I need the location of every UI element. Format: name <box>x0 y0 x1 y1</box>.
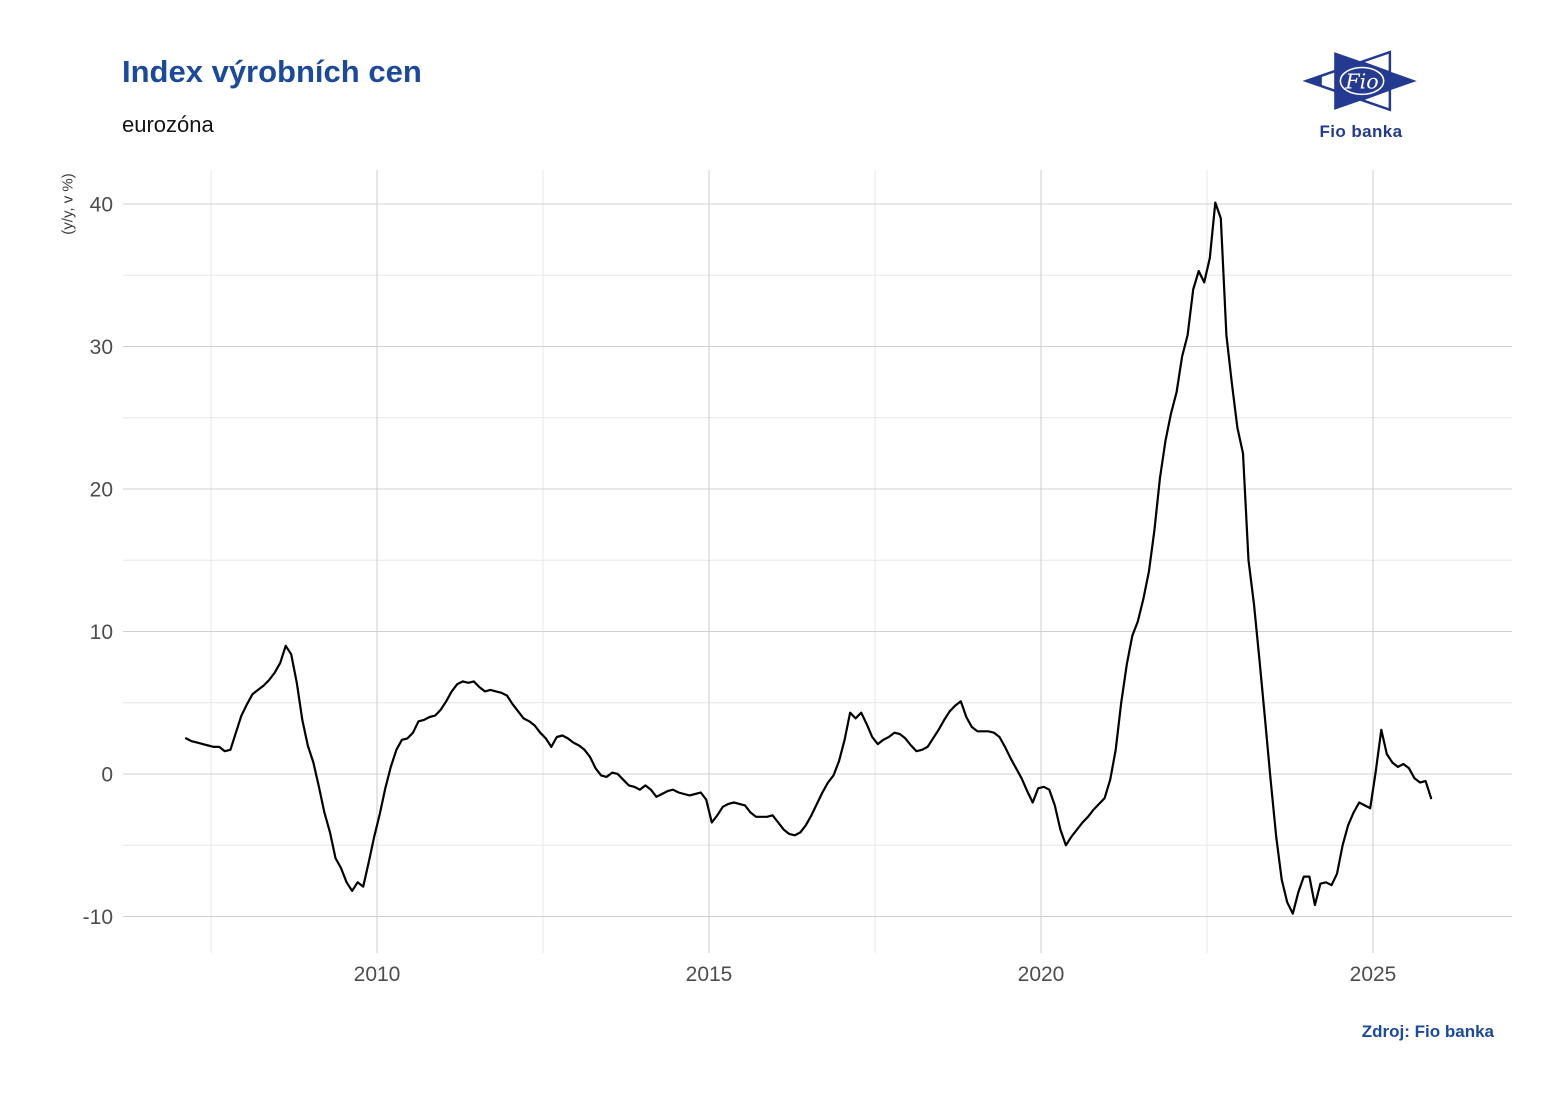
x-tick-label: 2025 <box>1350 963 1397 986</box>
page-title: Index výrobních cen <box>122 54 422 89</box>
data-line <box>185 201 1433 915</box>
x-tick-label: 2015 <box>686 963 733 986</box>
y-axis-title: (y/y, v %) <box>59 173 77 235</box>
y-tick-label: 10 <box>90 621 113 644</box>
source-note: Zdroj: Fio banka <box>1361 1022 1494 1041</box>
y-tick-label: 40 <box>90 194 113 217</box>
page-subtitle: eurozóna <box>122 112 214 137</box>
y-tick-label: -10 <box>83 906 113 929</box>
x-tick-label: 2020 <box>1018 963 1065 986</box>
x-tick-label: 2010 <box>354 963 401 986</box>
fio-banka-logo: Fio Fio banka <box>1301 50 1421 142</box>
y-tick-label: 0 <box>101 764 113 787</box>
logo-text: Fio <box>1344 70 1378 94</box>
fio-star-icon: Fio <box>1302 50 1417 112</box>
logo-caption: Fio banka <box>1319 122 1403 141</box>
y-tick-label: 20 <box>90 479 113 502</box>
y-tick-label: 30 <box>90 336 113 359</box>
